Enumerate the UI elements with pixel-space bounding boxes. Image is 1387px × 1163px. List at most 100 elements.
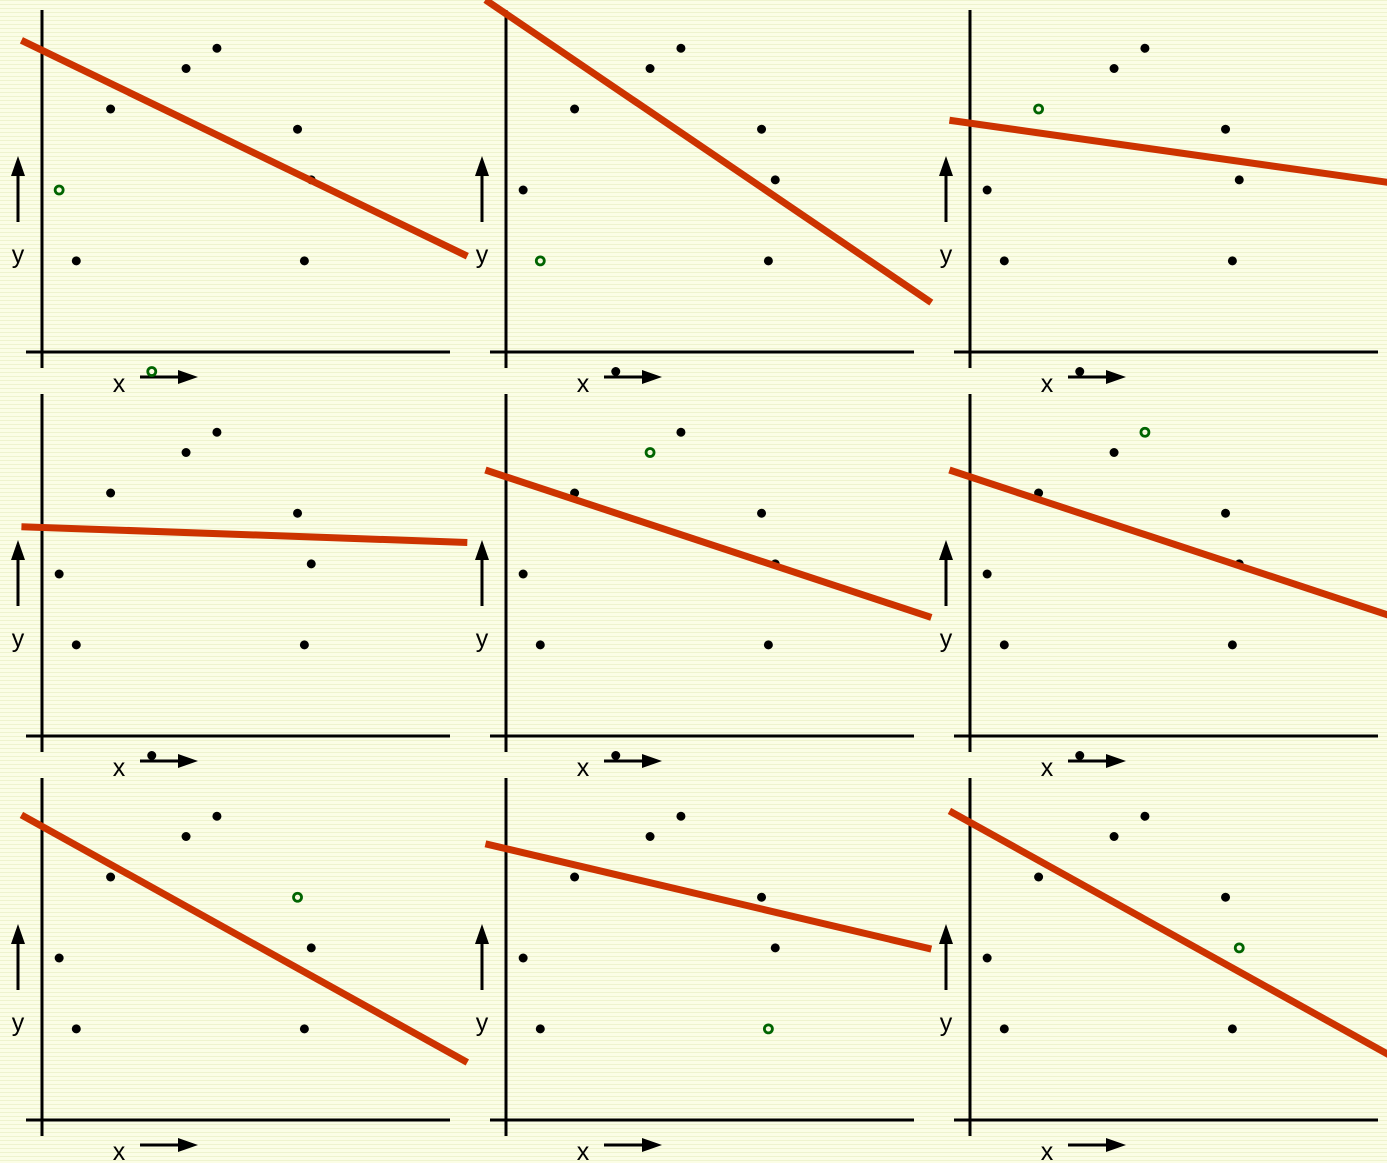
- x-axis-label: x: [113, 370, 126, 398]
- data-point: [181, 64, 191, 73]
- data-point: [763, 256, 773, 266]
- x-axis-label: x: [1041, 370, 1054, 398]
- held-out-point: [1233, 942, 1245, 954]
- data-point: [1221, 508, 1231, 518]
- data-point: [1227, 256, 1237, 266]
- regression-line: [484, 466, 933, 621]
- x-arrow-head: [1106, 754, 1126, 768]
- data-point: [1234, 175, 1244, 185]
- data-point: [611, 367, 621, 376]
- data-point: [212, 427, 222, 437]
- data-point: [212, 43, 222, 53]
- y-arrow-head: [11, 156, 25, 176]
- data-point: [1075, 751, 1085, 760]
- data-point: [645, 832, 655, 841]
- data-point: [645, 64, 655, 73]
- held-out-point: [146, 366, 158, 377]
- regression-line: [21, 523, 468, 546]
- data-point: [757, 508, 767, 518]
- y-arrow-head: [939, 924, 953, 944]
- panel-4: yx: [11, 366, 468, 782]
- held-out-point: [534, 255, 546, 267]
- data-point: [535, 640, 545, 650]
- y-arrow-head: [475, 540, 489, 560]
- data-point: [611, 751, 621, 760]
- panel-7: yx: [11, 751, 470, 1163]
- data-point: [306, 943, 316, 953]
- data-point: [1221, 892, 1231, 902]
- data-point: [54, 953, 64, 963]
- data-point: [106, 488, 116, 498]
- y-axis-label: y: [476, 1009, 489, 1037]
- data-point: [306, 559, 316, 569]
- data-point: [106, 104, 116, 114]
- y-axis-label: y: [476, 241, 489, 269]
- data-point: [518, 185, 528, 195]
- data-point: [71, 1024, 81, 1034]
- panel-8: yx: [475, 751, 933, 1163]
- data-point: [1221, 124, 1231, 134]
- data-point: [535, 1024, 545, 1034]
- x-axis-label: x: [113, 754, 126, 782]
- x-axis-label: x: [1041, 1138, 1054, 1163]
- panel-3: yx: [939, 10, 1387, 398]
- regression-line: [948, 466, 1387, 619]
- held-out-point: [292, 891, 303, 903]
- panel-1: yx: [11, 10, 469, 398]
- data-point: [982, 185, 992, 195]
- held-out-point: [644, 447, 656, 458]
- data-point: [570, 872, 580, 882]
- held-out-point: [762, 1023, 774, 1035]
- x-arrow-head: [178, 1138, 198, 1152]
- x-axis-label: x: [1041, 754, 1054, 782]
- regression-line: [19, 811, 470, 1066]
- x-arrow-head: [1106, 370, 1126, 384]
- y-arrow-head: [11, 924, 25, 944]
- data-point: [212, 811, 222, 821]
- y-axis-label: y: [12, 1009, 25, 1037]
- panel-2: yx: [475, 0, 934, 398]
- data-point: [676, 427, 686, 437]
- data-point: [518, 569, 528, 579]
- data-point: [299, 256, 309, 266]
- data-point: [71, 640, 81, 650]
- x-arrow-head: [178, 754, 198, 768]
- panel-9: yx: [939, 751, 1387, 1163]
- regression-line: [948, 116, 1387, 186]
- data-point: [770, 175, 780, 185]
- data-point: [999, 1024, 1009, 1034]
- data-point: [54, 569, 64, 579]
- data-point: [982, 569, 992, 579]
- data-point: [982, 953, 992, 963]
- regression-line: [19, 37, 469, 260]
- x-axis-label: x: [577, 1138, 590, 1163]
- regression-line: [484, 840, 933, 953]
- data-point: [299, 640, 309, 650]
- y-arrow-head: [939, 540, 953, 560]
- data-point: [1140, 43, 1150, 53]
- data-point: [676, 811, 686, 821]
- panel-6: yx: [939, 367, 1387, 782]
- data-point: [1140, 811, 1150, 821]
- x-arrow-head: [1106, 1138, 1126, 1152]
- data-point: [770, 943, 780, 953]
- data-point: [518, 953, 528, 963]
- data-point: [757, 124, 767, 134]
- data-point: [181, 832, 191, 841]
- y-arrow-head: [475, 924, 489, 944]
- data-point: [106, 872, 116, 882]
- data-point: [999, 256, 1009, 266]
- y-axis-label: y: [940, 1009, 953, 1037]
- x-axis-label: x: [113, 1138, 126, 1163]
- x-arrow-head: [642, 370, 662, 384]
- y-arrow-head: [939, 156, 953, 176]
- y-axis-label: y: [12, 241, 25, 269]
- x-axis-label: x: [577, 754, 590, 782]
- held-out-point: [53, 184, 65, 196]
- x-arrow-head: [642, 754, 662, 768]
- data-point: [147, 751, 157, 760]
- data-point: [1075, 367, 1085, 376]
- y-arrow-head: [11, 540, 25, 560]
- x-arrow-head: [178, 370, 198, 384]
